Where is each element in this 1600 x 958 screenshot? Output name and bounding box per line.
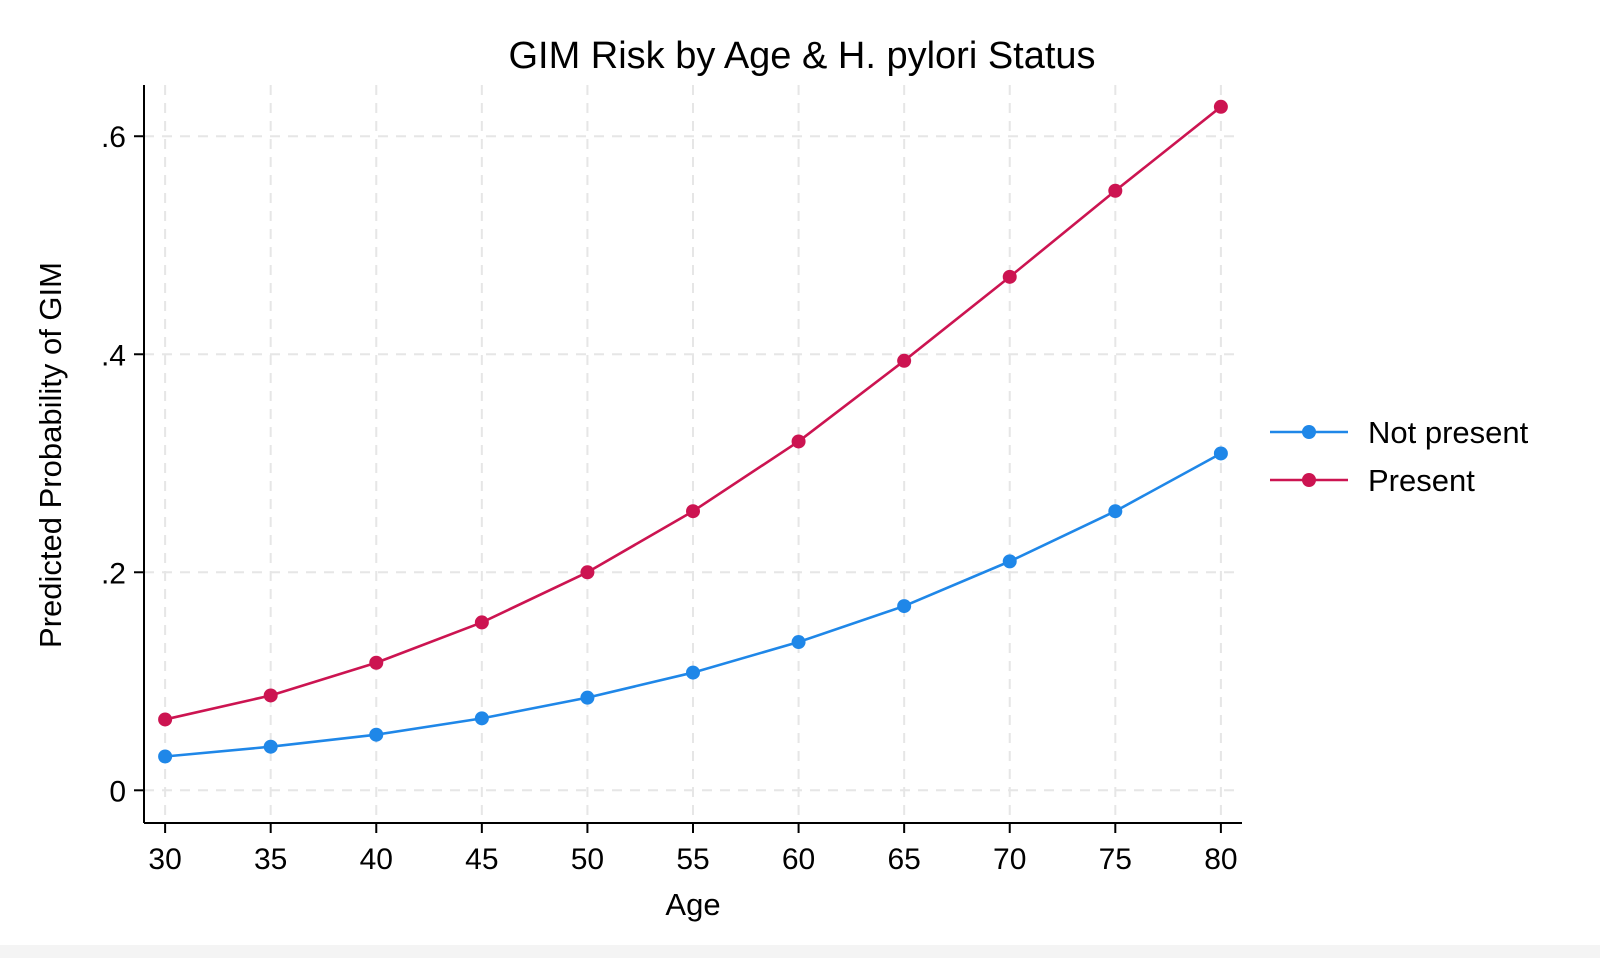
x-tick-label-1: 35 <box>254 843 287 876</box>
tick-labels: 30 35 40 45 50 55 60 65 70 75 80 0 .2 .4 .6 <box>101 121 1238 876</box>
y-tick-label-2: .4 <box>101 339 126 372</box>
x-tick-label-10: 80 <box>1204 843 1237 876</box>
x-tick-label-6: 60 <box>782 843 815 876</box>
y-axis-label: Predicted Probability of GIM <box>33 262 68 648</box>
data-point-0-6 <box>791 635 806 650</box>
data-point-1-4 <box>580 565 595 580</box>
data-point-0-0 <box>158 749 173 764</box>
x-tick-label-8: 70 <box>993 843 1026 876</box>
legend-label-0: Not present <box>1368 415 1529 450</box>
axes <box>134 85 1242 833</box>
data-point-1-2 <box>369 655 384 670</box>
x-axis-label: Age <box>665 887 720 922</box>
y-tick-label-3: .6 <box>101 121 126 154</box>
legend-marker-1 <box>1302 473 1316 487</box>
x-tick-label-2: 40 <box>360 843 393 876</box>
x-tick-label-9: 75 <box>1099 843 1132 876</box>
bottom-strip <box>0 945 1600 958</box>
data-point-1-10 <box>1213 99 1228 114</box>
data-point-0-5 <box>686 665 700 680</box>
legend-marker-0 <box>1302 425 1316 439</box>
data-point-1-0 <box>158 712 173 727</box>
x-tick-label-4: 50 <box>571 843 604 876</box>
series-lines <box>158 99 1228 764</box>
data-point-0-10 <box>1213 446 1228 461</box>
x-tick-label-3: 45 <box>465 843 498 876</box>
data-point-0-7 <box>897 599 912 614</box>
legend: Not present Present <box>1270 415 1529 498</box>
data-point-1-9 <box>1108 183 1123 198</box>
data-point-0-8 <box>1002 554 1017 569</box>
data-point-0-9 <box>1108 504 1123 519</box>
y-tick-label-1: .2 <box>101 557 126 590</box>
x-tick-label-5: 55 <box>676 843 709 876</box>
chart-title: GIM Risk by Age & H. pylori Status <box>508 35 1095 77</box>
data-point-1-6 <box>791 434 806 449</box>
data-point-0-4 <box>580 690 595 705</box>
data-point-1-1 <box>263 688 278 703</box>
data-point-1-3 <box>474 615 489 630</box>
data-point-0-3 <box>474 711 489 726</box>
legend-label-1: Present <box>1368 463 1475 498</box>
y-tick-label-0: 0 <box>109 775 126 808</box>
data-point-1-8 <box>1002 269 1017 284</box>
x-tick-label-0: 30 <box>148 843 181 876</box>
data-point-0-2 <box>369 727 384 742</box>
data-point-1-7 <box>897 353 912 368</box>
data-point-1-5 <box>686 504 700 519</box>
x-tick-label-7: 65 <box>887 843 920 876</box>
data-point-0-1 <box>263 739 278 754</box>
